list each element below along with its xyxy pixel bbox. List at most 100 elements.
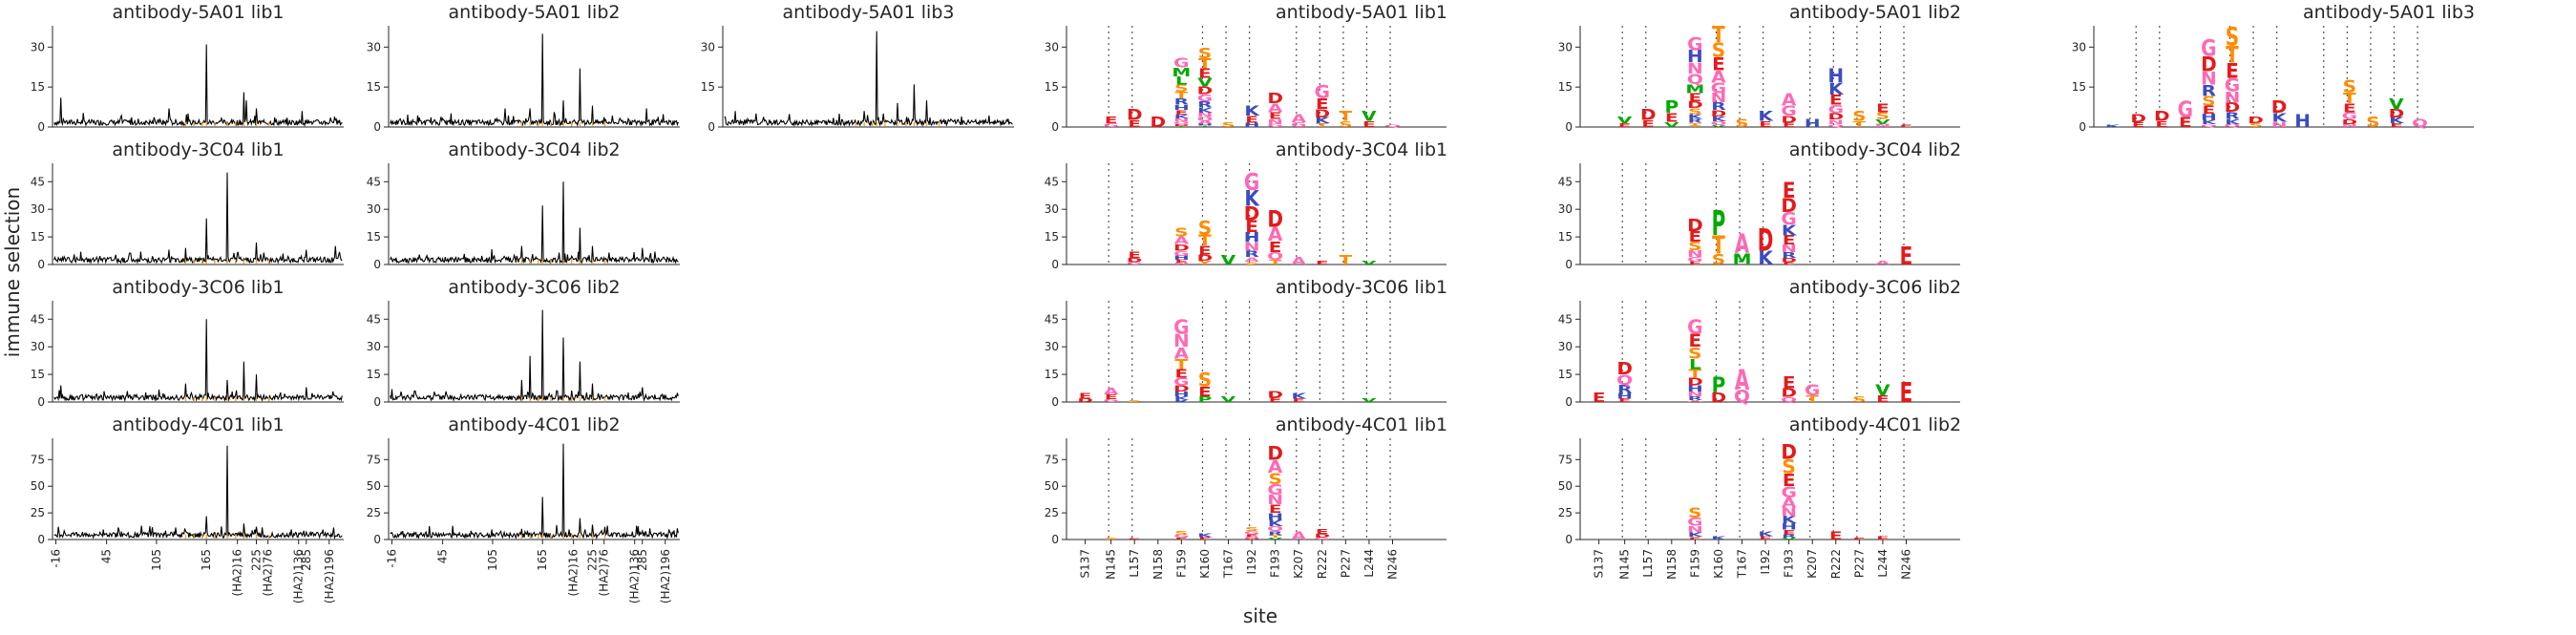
logo-letter: E bbox=[1689, 229, 1702, 245]
logo-letter: N bbox=[1687, 60, 1703, 77]
logo-letter: N bbox=[1267, 493, 1283, 508]
logo-letter: E bbox=[1362, 119, 1376, 129]
y-tick-label: 25 bbox=[31, 506, 45, 519]
logo-letter: N bbox=[1244, 241, 1260, 254]
logo-letter: G bbox=[1291, 120, 1306, 128]
logo-letter: S bbox=[1174, 530, 1188, 536]
y-tick-label: 0 bbox=[373, 120, 381, 134]
logo-letter: R bbox=[1174, 97, 1190, 107]
y-tick-label: 75 bbox=[1558, 453, 1573, 466]
logo-letter: E bbox=[1829, 93, 1843, 108]
x-tick-label: 165 bbox=[200, 549, 213, 571]
y-tick-label: 15 bbox=[1558, 80, 1573, 94]
logo-letter: S bbox=[1712, 38, 1725, 61]
logo-letter: S bbox=[1174, 226, 1188, 240]
logo-letter: S bbox=[2202, 95, 2215, 110]
logo-letter: G bbox=[2201, 36, 2216, 62]
selection-line bbox=[390, 309, 679, 402]
logo-letter: V bbox=[1362, 110, 1377, 125]
y-tick-label: 15 bbox=[367, 230, 381, 243]
logo-letter: E bbox=[1829, 529, 1843, 542]
logo-letter: Q bbox=[2412, 117, 2428, 130]
logo-letter: G bbox=[1173, 315, 1189, 338]
logo-letter: Q bbox=[1173, 121, 1190, 125]
logo-letter: E bbox=[1292, 398, 1305, 403]
panel-title: antibody-3C06 lib1 bbox=[1276, 277, 1447, 298]
logo-letter: S bbox=[1852, 110, 1866, 125]
y-tick-label: 0 bbox=[373, 395, 381, 409]
logo-letter: H bbox=[2294, 111, 2311, 132]
line-panel: antibody-3C04 lib1 0 15 30 45 bbox=[31, 139, 344, 271]
panel-title: antibody-3C04 lib2 bbox=[1789, 139, 1961, 160]
logo-letter: E bbox=[1689, 330, 1702, 351]
y-tick-label: 30 bbox=[367, 40, 381, 53]
x-tick-label: N246 bbox=[1385, 549, 1399, 580]
y-tick-label: 45 bbox=[31, 312, 45, 326]
logo-letter: R bbox=[1617, 383, 1633, 395]
logo-letter: N bbox=[1244, 537, 1260, 540]
logo-letter: D bbox=[1758, 223, 1774, 259]
y-tick-label: 15 bbox=[31, 80, 45, 94]
logo-letter: M bbox=[1685, 81, 1704, 95]
x-tick-label: N145 bbox=[1105, 549, 1118, 580]
logo-letter: E bbox=[1175, 538, 1189, 540]
logo-letter: K bbox=[1688, 532, 1703, 539]
logo-letter: E bbox=[1665, 111, 1679, 124]
logo-letter: G bbox=[1687, 315, 1702, 338]
logo-letter: E bbox=[1618, 398, 1632, 404]
x-tick-label: L244 bbox=[1362, 549, 1376, 578]
x-tick-label: K207 bbox=[1805, 549, 1819, 579]
logo-letter: S bbox=[1712, 251, 1725, 268]
y-tick-label: 30 bbox=[31, 40, 45, 53]
logo-letter: A bbox=[1174, 235, 1190, 247]
logo-letter: K bbox=[1782, 223, 1798, 240]
logo-letter: A bbox=[1735, 364, 1750, 396]
logo-letter: S bbox=[1198, 218, 1212, 240]
logo-letter: V bbox=[1875, 117, 1890, 125]
logo-letter: V bbox=[1711, 125, 1725, 128]
x-tick-label: T167 bbox=[1222, 549, 1235, 579]
selection-line bbox=[53, 445, 343, 540]
y-tick-label: 30 bbox=[701, 40, 715, 53]
logo-letter: V bbox=[1875, 382, 1890, 400]
logo-letter: T bbox=[1340, 253, 1353, 267]
y-tick-label: 45 bbox=[367, 175, 381, 188]
logo-letter: G bbox=[1315, 537, 1330, 540]
y-tick-label: 0 bbox=[37, 120, 45, 134]
logo-letter: R bbox=[1688, 396, 1702, 401]
logo-letter: K bbox=[1711, 116, 1727, 123]
logo-letter: D bbox=[1151, 115, 1167, 131]
logo-letter: K bbox=[2202, 119, 2217, 126]
logo-letter: D bbox=[1267, 91, 1283, 107]
x-tick-label: -16 bbox=[49, 549, 62, 568]
logo-letter: P bbox=[1712, 373, 1726, 398]
logo-letter: H bbox=[1173, 103, 1190, 112]
y-tick-label: 25 bbox=[367, 506, 381, 519]
logo-letter: E bbox=[1689, 91, 1702, 103]
y-tick-label: 15 bbox=[367, 368, 381, 381]
logo-letter: N bbox=[2341, 124, 2357, 129]
logo-letter: Q bbox=[2224, 123, 2240, 128]
x-tick-label: F159 bbox=[1688, 549, 1701, 578]
figure-ylabel: immune selection bbox=[1, 187, 24, 357]
logo-letter: R bbox=[1197, 100, 1213, 110]
y-tick-label: 0 bbox=[373, 533, 381, 546]
logo-letter: N bbox=[2201, 68, 2217, 89]
logo-letter: M bbox=[1733, 251, 1752, 269]
logo-letter: E bbox=[2226, 59, 2239, 83]
logo-letter: H bbox=[1616, 392, 1633, 401]
logo-letter: K bbox=[1174, 114, 1190, 119]
logo-letter: S bbox=[1174, 82, 1188, 94]
logo-letter: E bbox=[1198, 385, 1212, 400]
logo-letter: A bbox=[1291, 255, 1306, 266]
x-tick-label: 285 bbox=[636, 549, 649, 571]
logo-letter: E bbox=[1853, 537, 1867, 540]
logo-letter: E bbox=[2155, 119, 2168, 129]
logo-letter: G bbox=[1805, 382, 1820, 400]
logo-letter: T bbox=[1269, 535, 1282, 539]
logo-letter: K bbox=[1291, 392, 1307, 400]
logo-letter: D bbox=[1687, 376, 1703, 389]
logo-letter: D bbox=[1781, 195, 1797, 217]
y-tick-label: 50 bbox=[1558, 479, 1573, 493]
